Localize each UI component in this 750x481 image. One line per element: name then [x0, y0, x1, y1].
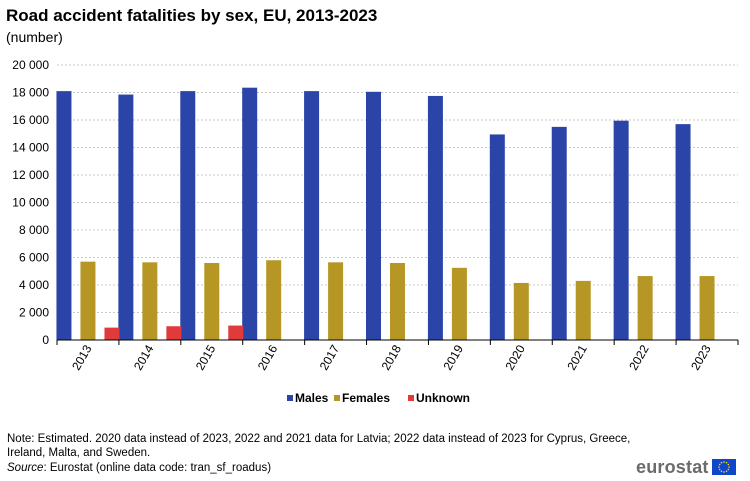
chart-note: Note: Estimated. 2020 data instead of 20… — [7, 433, 631, 459]
bar-males — [675, 124, 691, 340]
flag-star — [727, 463, 729, 466]
legend-label: Males — [295, 391, 329, 405]
y-tick-label: 6 000 — [19, 251, 49, 265]
chart-source: Source: Eurostat (online data code: tran… — [7, 462, 271, 474]
flag-star — [725, 461, 727, 464]
flag-star — [727, 466, 730, 468]
bar-females — [513, 282, 529, 340]
legend: Males Females Unknown — [287, 391, 470, 405]
bar-females — [699, 276, 715, 340]
source-label: Source — [7, 462, 44, 474]
x-tick-label: 2014 — [131, 342, 157, 372]
x-tick-label: 2016 — [255, 342, 281, 372]
bar-females — [328, 262, 344, 340]
x-tick-label: 2015 — [193, 342, 219, 372]
flag-star — [718, 468, 721, 471]
bar-males — [304, 91, 320, 340]
bar-unknown — [166, 326, 182, 340]
y-tick-label: 16 000 — [12, 113, 49, 127]
x-tick-label: 2023 — [688, 342, 714, 372]
bar-males — [180, 91, 196, 340]
bar-males — [118, 94, 134, 340]
y-tick-label: 0 — [42, 333, 49, 347]
legend-swatch — [408, 395, 414, 401]
y-tick-label: 12 000 — [12, 168, 49, 182]
y-tick-label: 18 000 — [12, 86, 49, 100]
bar-chart: 0 2 000 4 000 6 000 8 000 10 000 12 000 14 000 1… — [12, 58, 739, 405]
flag-star — [718, 463, 721, 466]
x-tick-label: 2021 — [564, 342, 590, 372]
legend-label: Unknown — [416, 391, 470, 405]
flag-star — [722, 461, 725, 463]
y-tick-label: 2 000 — [19, 306, 49, 320]
bar-males — [366, 91, 381, 340]
flag-star — [727, 468, 729, 471]
x-tick-label: 2019 — [441, 342, 467, 372]
bar-males — [427, 95, 443, 340]
bar-females — [637, 276, 653, 340]
bar-males — [56, 91, 72, 340]
bar-males — [489, 134, 505, 340]
flag-star — [720, 461, 722, 464]
bar-males — [551, 126, 567, 340]
bar-unknown — [228, 325, 244, 340]
y-axis-tick-labels: 0 2 000 4 000 6 000 8 000 10 000 12 000 14 000 1… — [12, 58, 49, 347]
flag-star — [722, 471, 725, 473]
bar-females — [575, 280, 591, 340]
bar-females — [451, 267, 467, 340]
chart-title: Road accident fatalities by sex, EU, 201… — [6, 6, 378, 25]
legend-swatch — [334, 395, 340, 401]
y-tick-label: 14 000 — [12, 141, 49, 155]
flag-star — [717, 466, 720, 468]
eu-flag-icon — [711, 459, 736, 475]
flag-star — [720, 470, 722, 473]
x-tick-label: 2020 — [502, 342, 528, 372]
y-tick-label: 20 000 — [12, 58, 49, 72]
bar-females — [80, 261, 96, 340]
bar-females — [204, 263, 220, 340]
bar-unknown — [104, 327, 120, 340]
bar-females — [390, 263, 405, 340]
logo-text: eurostat — [636, 456, 709, 477]
bar-males — [242, 87, 258, 340]
bars — [56, 87, 715, 340]
y-tick-label: 10 000 — [12, 196, 49, 210]
bar-females — [266, 260, 282, 340]
eurostat-logo: eurostat — [636, 456, 736, 478]
bar-females — [142, 262, 158, 340]
chart-subtitle: (number) — [6, 29, 63, 45]
x-tick-label: 2022 — [626, 342, 652, 372]
x-tick-label: 2017 — [317, 342, 343, 372]
x-tick-label: 2013 — [69, 342, 95, 372]
legend-label: Females — [342, 391, 390, 405]
x-axis: 2013 2014 2015 2016 2017 2018 2019 2020 2021 2022… — [56, 339, 739, 373]
legend-swatch — [287, 395, 293, 401]
y-tick-label: 8 000 — [19, 223, 49, 237]
x-tick-label: 2018 — [379, 342, 405, 372]
bar-males — [613, 120, 629, 340]
flag-star — [725, 470, 727, 473]
y-tick-label: 4 000 — [19, 278, 49, 292]
source-text: : Eurostat (online data code: tran_sf_ro… — [43, 462, 272, 474]
